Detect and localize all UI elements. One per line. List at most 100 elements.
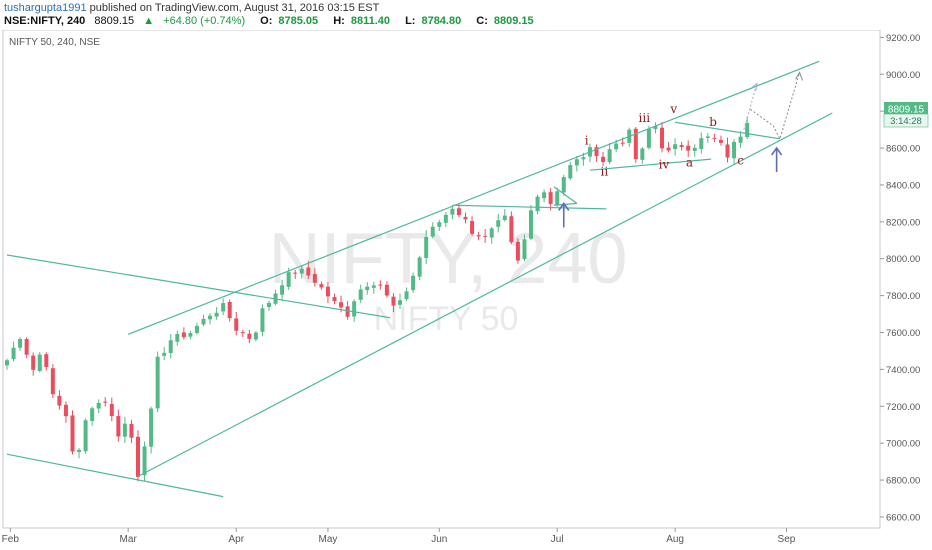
- trendline: [127, 60, 820, 335]
- candle-body: [561, 177, 566, 193]
- candle-body: [489, 228, 494, 238]
- candle-body: [116, 416, 121, 437]
- price-chart[interactable]: NIFTY 50, 240, NSE NIFTY, 240 NIFTY 50 i…: [0, 30, 932, 550]
- instrument-label: NIFTY 50, 240, NSE: [9, 37, 100, 48]
- candle-body: [90, 408, 95, 421]
- candle-body: [339, 302, 344, 308]
- x-tick-label: Mar: [120, 534, 138, 545]
- candle-body: [699, 138, 704, 149]
- quote-line: NSE:NIFTY, 240 8809.15 ▲ +64.80 (+0.74%)…: [4, 15, 546, 27]
- candle-body: [227, 301, 232, 319]
- candle-body: [358, 289, 363, 300]
- candle-body: [188, 333, 193, 337]
- wave-label: c: [737, 154, 744, 168]
- candle-body: [306, 267, 311, 276]
- candle-body: [312, 274, 317, 283]
- wave-label: ii: [601, 165, 609, 179]
- candle-body: [463, 216, 468, 220]
- candle-body: [515, 241, 520, 261]
- trendline: [6, 453, 224, 498]
- symbol-label[interactable]: NSE:NIFTY, 240: [4, 15, 86, 27]
- candle-body: [496, 220, 501, 227]
- trendline: [6, 254, 391, 319]
- candle-body: [470, 221, 475, 234]
- candle-body: [57, 395, 62, 406]
- candles-group: [5, 116, 750, 482]
- candle-body: [745, 122, 750, 137]
- x-tick-label: May: [318, 534, 337, 545]
- trendline: [452, 204, 607, 210]
- y-axis[interactable]: 9200.009000.008800.008600.008400.008200.…: [880, 33, 920, 524]
- candle-body: [299, 268, 304, 274]
- candle-body: [234, 318, 239, 331]
- candle-body: [509, 216, 514, 243]
- candle-body: [44, 354, 49, 367]
- candle-body: [424, 237, 429, 259]
- candle-body: [660, 127, 664, 149]
- candle-body: [365, 286, 370, 291]
- close-field: C: 8809.15: [476, 15, 539, 27]
- x-tick-label: Sep: [778, 534, 796, 545]
- candle-body: [240, 332, 245, 334]
- candle-body: [109, 403, 114, 417]
- candle-body: [24, 339, 29, 355]
- price-tags: 8809.15 3:14:28: [883, 102, 929, 128]
- candle-body: [430, 226, 435, 237]
- x-axis[interactable]: Feb Mar Apr May Jun Jul Aug Sep: [2, 528, 796, 545]
- candle-body: [437, 222, 442, 227]
- watermark-sub: NIFTY 50: [374, 300, 519, 338]
- candle-body: [725, 144, 730, 158]
- projection-arrowhead: [795, 71, 804, 81]
- trendline: [137, 112, 833, 477]
- candle-body: [162, 352, 167, 356]
- publish-info: tushargupta1991 published on TradingView…: [4, 2, 379, 14]
- candle-body: [686, 145, 691, 151]
- close-value: 8809.15: [493, 15, 534, 27]
- candle-body: [31, 355, 36, 370]
- candle-body: [535, 196, 540, 212]
- trendlines-group: [6, 60, 833, 498]
- candle-body: [103, 401, 108, 403]
- candle-body: [450, 208, 455, 215]
- candle-body: [175, 334, 180, 342]
- candle-body: [155, 356, 160, 409]
- published-text: published on TradingView.com, August 31,…: [89, 2, 380, 14]
- candle-body: [705, 136, 710, 138]
- candle-body: [555, 191, 560, 206]
- candle-body: [280, 285, 285, 295]
- candle-body: [614, 143, 619, 150]
- candle-body: [194, 325, 199, 333]
- candle-body: [542, 192, 547, 199]
- candle-body: [168, 340, 173, 353]
- candle-body: [718, 139, 723, 143]
- candle-body: [319, 284, 324, 288]
- y-tick-label: 7000.00: [886, 439, 920, 450]
- candle-body: [673, 144, 678, 149]
- candle-body: [332, 297, 337, 302]
- candle-body: [601, 156, 606, 162]
- projection-up-arrowhead: [751, 82, 758, 91]
- candle-body: [679, 145, 684, 148]
- candle-body: [352, 301, 357, 317]
- y-tick-label: 7200.00: [886, 402, 920, 413]
- up-arrow-head: [558, 202, 570, 211]
- candle-body: [646, 128, 651, 148]
- candle-body: [411, 275, 416, 291]
- y-tick-label: 6600.00: [886, 512, 920, 523]
- candle-body: [692, 147, 697, 151]
- countdown-tag-bg: [883, 113, 929, 128]
- open-label: O:: [260, 15, 273, 27]
- candle-body: [286, 272, 291, 287]
- candle-body: [96, 402, 101, 409]
- candle-body: [417, 257, 422, 277]
- author-link[interactable]: tushargupta1991: [4, 2, 87, 14]
- candle-body: [738, 136, 743, 143]
- wave-label: v: [669, 102, 677, 116]
- candle-body: [640, 148, 645, 160]
- y-tick-label: 7400.00: [886, 365, 920, 376]
- candle-body: [568, 165, 573, 179]
- up-arrow-head: [770, 146, 783, 156]
- wave-label: iv: [659, 157, 670, 171]
- candle-body: [5, 360, 9, 366]
